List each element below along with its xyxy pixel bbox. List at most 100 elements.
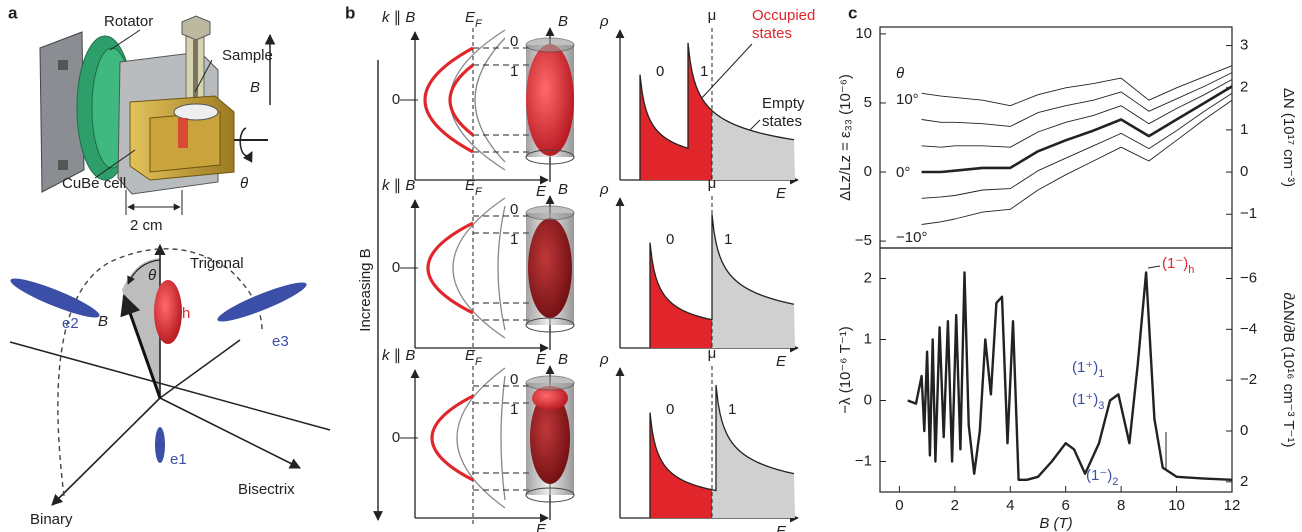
fermi-surface xyxy=(526,44,574,156)
label: 2 cm xyxy=(130,217,163,234)
y2-tick-label: 0 xyxy=(1240,163,1248,180)
y2-tick-label: −1 xyxy=(1240,205,1257,222)
y-tick-label: 1 xyxy=(864,330,872,347)
label: states xyxy=(752,25,792,42)
cylinder-top xyxy=(525,37,575,53)
y2-tick-label: 2 xyxy=(1240,79,1248,96)
y-tick-label: 2 xyxy=(864,269,872,286)
e-axis-label: E xyxy=(776,523,787,532)
fermi-surface xyxy=(528,218,572,318)
annotation: (1⁺)1 xyxy=(1072,359,1104,380)
dos-level-label: 0 xyxy=(666,231,674,248)
annotation: 10° xyxy=(896,91,919,108)
level-label: 0 xyxy=(510,33,518,50)
data-line xyxy=(921,79,1233,148)
y-axis-title: ΔLz/Lz = ε₃₃ (10⁻⁶) xyxy=(837,74,854,201)
level-label: 1 xyxy=(510,63,518,80)
annotation: (1⁻)2 xyxy=(1086,467,1118,488)
dos-level-label: 1 xyxy=(724,231,732,248)
dos-level-label: 0 xyxy=(656,63,664,80)
plot-frame xyxy=(879,26,1233,249)
ef-label-sub: F xyxy=(475,186,483,198)
label: Trigonal xyxy=(190,255,244,272)
annotation: (1⁺)3 xyxy=(1072,391,1104,412)
occupied-states xyxy=(650,412,712,518)
annotation: 0° xyxy=(896,164,910,181)
annotation-sub: 1 xyxy=(1098,368,1104,380)
panel-label: c xyxy=(848,3,857,22)
landau-band xyxy=(449,29,506,171)
landau-band xyxy=(452,197,506,339)
y-tick-label: −1 xyxy=(855,452,872,469)
occupied-band xyxy=(430,394,474,482)
annotation: −10° xyxy=(896,229,927,246)
data-line xyxy=(921,99,1233,225)
label: states xyxy=(762,113,802,130)
crystal-axes xyxy=(9,243,331,506)
landau-band xyxy=(456,367,506,509)
label: B xyxy=(250,79,260,96)
landau-band xyxy=(500,375,506,501)
label: e3 xyxy=(272,333,289,350)
x-tick-label: 12 xyxy=(1224,497,1241,514)
x-tick-label: 4 xyxy=(1006,497,1014,514)
dos-level-label: 1 xyxy=(728,401,736,418)
label: Empty xyxy=(762,95,805,112)
k-axis-label: k ∥ B xyxy=(382,9,415,26)
mu-label: μ xyxy=(708,175,717,192)
landau-band xyxy=(497,205,506,331)
annotation-main: (1⁻) xyxy=(1086,467,1112,484)
label: θ xyxy=(240,175,248,192)
empty-states xyxy=(712,385,795,518)
y-tick-label: 0 xyxy=(864,391,872,408)
x-tick-label: 8 xyxy=(1117,497,1125,514)
ef-label-sub: F xyxy=(475,18,483,30)
y-tick-label: 5 xyxy=(864,94,872,111)
e-axis-label: E xyxy=(776,353,787,370)
x-tick-label: 6 xyxy=(1062,497,1070,514)
x-tick-label: 0 xyxy=(895,497,903,514)
zero-label: 0 xyxy=(392,91,400,108)
x-tick-label: 10 xyxy=(1168,497,1185,514)
y-tick-label: 0 xyxy=(864,163,872,180)
cylinder-bottom xyxy=(525,487,575,503)
y2-tick-label: 2 xyxy=(1240,473,1248,490)
e-axis-label: E xyxy=(536,183,547,200)
level-label: 1 xyxy=(510,401,518,418)
data-line xyxy=(921,85,1233,174)
level-label: 1 xyxy=(510,231,518,248)
fermi-surface xyxy=(530,392,570,484)
x-tick-label: 2 xyxy=(951,497,959,514)
annotation-sub: 3 xyxy=(1098,400,1104,412)
ef-label: EF xyxy=(465,9,483,30)
y2-tick-label: 1 xyxy=(1240,121,1248,138)
y-axis-title: −λ (10⁻⁶ T⁻¹) xyxy=(837,326,854,413)
y2-axis-title: ∂ΔN/∂B (10¹⁶ cm⁻³ T⁻¹) xyxy=(1280,293,1297,448)
level-label: 0 xyxy=(510,371,518,388)
occupied-states xyxy=(650,214,712,348)
landau-band xyxy=(474,37,506,163)
data-line xyxy=(921,72,1233,127)
occupied-states xyxy=(640,42,712,181)
dos-level-label: 1 xyxy=(700,63,708,80)
e-axis-label: E xyxy=(536,351,547,368)
apparatus xyxy=(39,15,276,215)
annotation-sub: h xyxy=(1188,264,1194,276)
b-axis-label: B xyxy=(558,181,568,198)
dos-curve xyxy=(649,214,795,349)
data-line xyxy=(921,65,1233,107)
annotation-sub: 2 xyxy=(1112,476,1118,488)
label: Binary xyxy=(30,511,73,528)
annotation-main: (1⁺) xyxy=(1072,391,1098,408)
fermi-surface xyxy=(532,386,568,410)
label: Increasing B xyxy=(357,248,374,331)
ef-label-sub: F xyxy=(475,356,483,368)
rho-label: ρ xyxy=(599,351,609,368)
y2-tick-label: 0 xyxy=(1240,422,1248,439)
annotation-main: (1⁺) xyxy=(1072,359,1098,376)
panel-label: a xyxy=(8,3,18,22)
mu-label: μ xyxy=(708,345,717,362)
label: Rotator xyxy=(104,13,153,30)
ef-label: EF xyxy=(465,347,483,368)
